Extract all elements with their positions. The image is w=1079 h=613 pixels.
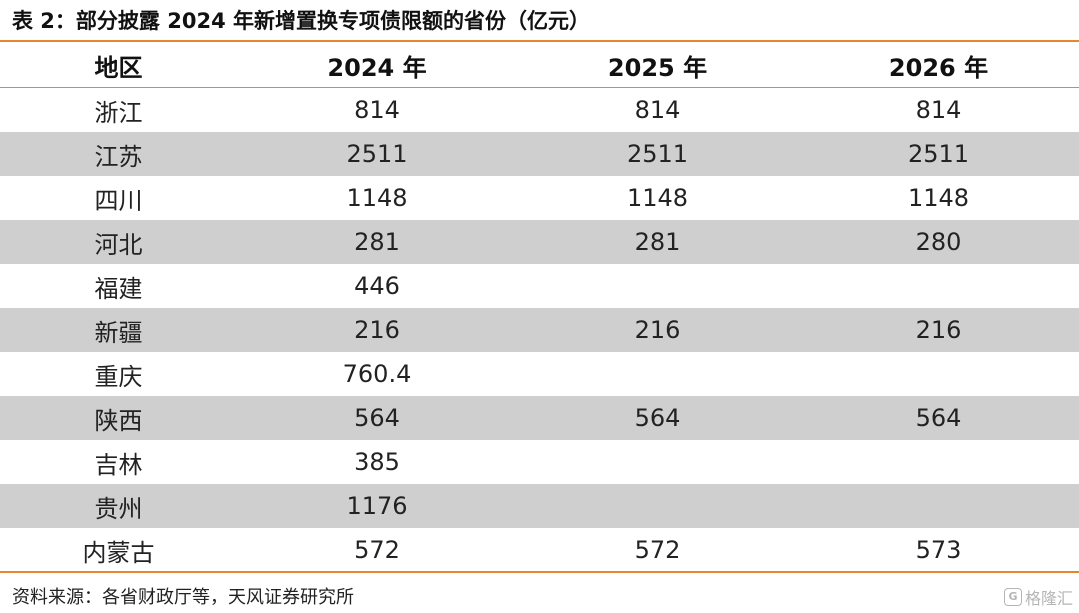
- region-cell: 重庆: [94, 362, 143, 391]
- data-table: 地区 2024 年 2025 年 2026 年 浙江 814 814 814 江…: [0, 43, 1079, 572]
- value-2024: 760.4: [342, 360, 412, 388]
- region-cell: 福建: [94, 274, 143, 303]
- value-2024: 385: [354, 448, 400, 476]
- value-2024: 446: [354, 272, 400, 300]
- header-2025: 2025 年: [517, 43, 798, 88]
- table-title: 表 2：部分披露 2024 年新增置换专项债限额的省份（亿元）: [12, 9, 590, 33]
- value-2025: [517, 264, 798, 308]
- region-cell: 河北: [0, 220, 237, 264]
- table-row: 江苏 2511 2511 2511: [0, 132, 1079, 176]
- value-2026: [798, 440, 1079, 484]
- value-2025: [517, 440, 798, 484]
- region-cell: 贵州: [0, 484, 237, 528]
- value-2025: 281: [517, 220, 798, 264]
- bottom-rule: [0, 571, 1079, 573]
- watermark-logo-icon: G: [1003, 588, 1022, 606]
- value-2026: 216: [798, 308, 1079, 352]
- top-rule: [0, 40, 1079, 42]
- value-2025: [517, 352, 798, 396]
- table-row: 吉林 385: [0, 440, 1079, 484]
- region-cell: 陕西: [0, 396, 237, 440]
- value-2025: [517, 484, 798, 528]
- value-2026: 573: [915, 536, 962, 564]
- value-2026: 280: [798, 220, 1079, 264]
- value-2025: 814: [634, 96, 681, 124]
- value-2025: 1148: [626, 184, 689, 212]
- value-2024: 2511: [237, 132, 517, 176]
- region-cell: 吉林: [94, 450, 143, 479]
- value-2024: 1176: [237, 484, 517, 528]
- region-cell: 内蒙古: [82, 538, 155, 567]
- table-row: 贵州 1176: [0, 484, 1079, 528]
- table-row: 福建 446: [0, 264, 1079, 308]
- table-row: 河北 281 281 280: [0, 220, 1079, 264]
- value-2026: [798, 264, 1079, 308]
- value-2026: 564: [798, 396, 1079, 440]
- header-2026: 2026 年: [798, 43, 1079, 88]
- value-2026: 1148: [907, 184, 970, 212]
- value-2025: 2511: [517, 132, 798, 176]
- value-2024: 1148: [346, 184, 408, 212]
- table-row: 浙江 814 814 814: [0, 88, 1079, 133]
- value-2026: [798, 484, 1079, 528]
- header-region: 地区: [0, 43, 237, 88]
- region-cell: 江苏: [0, 132, 237, 176]
- value-2026: 2511: [798, 132, 1079, 176]
- table-row: 重庆 760.4: [0, 352, 1079, 396]
- region-cell: 四川: [94, 186, 143, 215]
- value-2024: 564: [237, 396, 517, 440]
- table-row: 四川 1148 1148 1148: [0, 176, 1079, 220]
- value-2024: 281: [237, 220, 517, 264]
- table-row: 内蒙古 572 572 573: [0, 528, 1079, 572]
- value-2025: 572: [634, 536, 681, 564]
- value-2026: [798, 352, 1079, 396]
- source-note: 资料来源：各省财政厅等，天风证券研究所: [12, 587, 354, 608]
- value-2026: 814: [915, 96, 962, 124]
- value-2025: 564: [517, 396, 798, 440]
- table-row: 新疆 216 216 216: [0, 308, 1079, 352]
- value-2024: 814: [354, 96, 400, 124]
- header-2024: 2024 年: [237, 43, 517, 88]
- region-cell: 浙江: [94, 98, 143, 127]
- table-row: 陕西 564 564 564: [0, 396, 1079, 440]
- value-2024: 216: [237, 308, 517, 352]
- watermark: G 格隆汇: [1003, 585, 1073, 609]
- value-2025: 216: [517, 308, 798, 352]
- watermark-text: 格隆汇: [1024, 589, 1073, 608]
- value-2024: 572: [354, 536, 400, 564]
- region-cell: 新疆: [0, 308, 237, 352]
- header-row: 地区 2024 年 2025 年 2026 年: [0, 43, 1079, 88]
